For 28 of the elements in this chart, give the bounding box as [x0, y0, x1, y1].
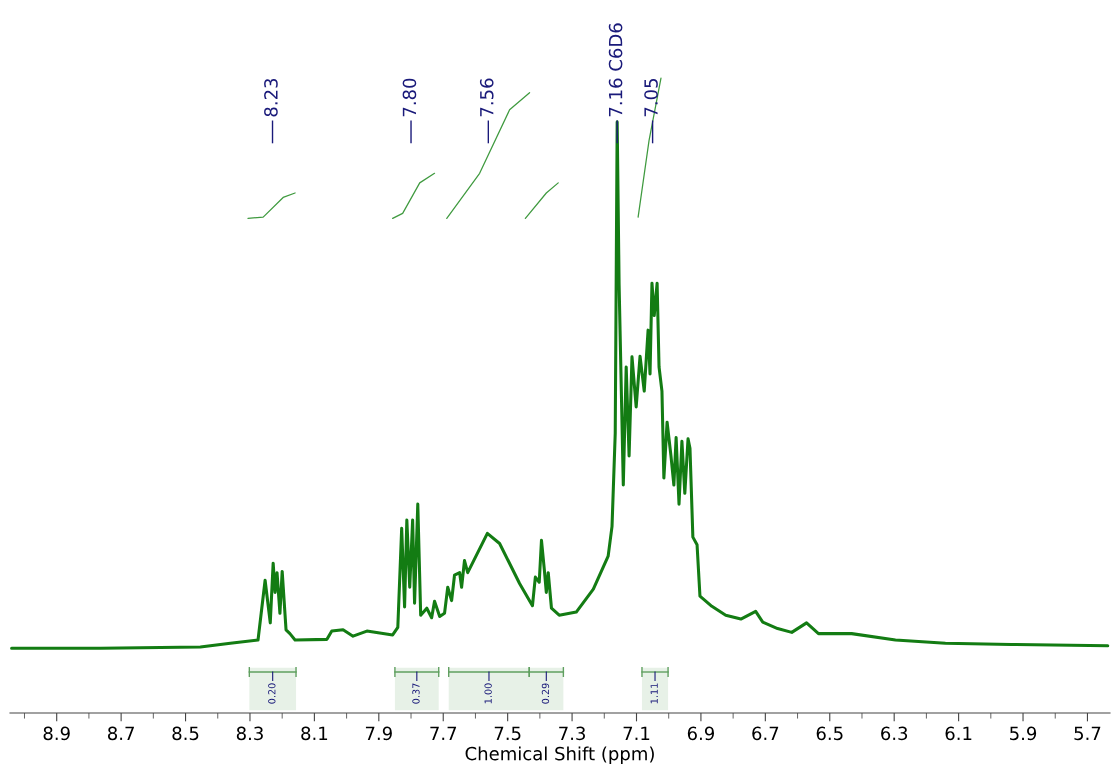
annotation: 8.23 — [264, 78, 278, 117]
band-label: 0.20 — [268, 683, 276, 704]
x-tick-label: 8.3 — [236, 726, 263, 741]
annotation: 7.80 — [402, 78, 417, 117]
band-label: 0.37 — [412, 683, 420, 704]
annotation: 7.56 — [479, 78, 494, 117]
x-tick-label: 7.9 — [365, 726, 392, 741]
band-label: 1.11 — [650, 683, 658, 704]
x-tick-label: 6.7 — [752, 726, 779, 741]
x-tick-label: 8.7 — [107, 726, 134, 741]
x-tick-label: 7.5 — [494, 726, 521, 741]
x-tick-label: 7.3 — [559, 726, 585, 741]
annotation: 7.16 C6D6 — [608, 23, 623, 117]
x-tick-label: 8.9 — [43, 726, 70, 741]
x-tick-label: 7.1 — [623, 726, 650, 740]
x-tick-label: 7.7 — [430, 726, 457, 740]
x-tick-label: 5.7 — [1074, 726, 1101, 741]
x-tick-label: 5.9 — [1010, 726, 1037, 741]
x-tick-label: 6.9 — [687, 726, 715, 741]
x-tick-label: 6.1 — [945, 726, 972, 741]
x-tick-label: 6.5 — [816, 726, 843, 741]
x-axis-title: Chemical Shift (ppm) — [465, 746, 654, 764]
x-tick-label: 8.5 — [172, 726, 199, 741]
band-label: 0.29 — [541, 683, 550, 704]
band-label: 1.00 — [484, 683, 492, 704]
x-tick-label: 8.1 — [301, 726, 328, 741]
annotation: 7.05 — [644, 79, 658, 117]
x-tick-label: 6.3 — [881, 726, 908, 741]
